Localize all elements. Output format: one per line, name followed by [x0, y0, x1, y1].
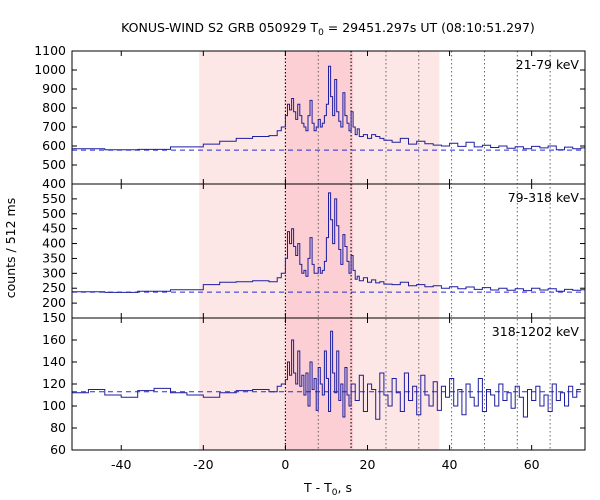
y-tick-label: 60 — [50, 442, 66, 457]
x-tick-label: 40 — [442, 457, 458, 472]
y-tick-label: 1000 — [34, 62, 66, 77]
y-tick-label: 400 — [42, 236, 66, 251]
y-tick-label: 400 — [42, 176, 66, 191]
y-tick-label: 80 — [50, 420, 66, 435]
energy-band-label: 21-79 keV — [516, 57, 580, 72]
series-line — [72, 65, 585, 151]
y-tick-label: 800 — [42, 100, 66, 115]
y-tick-label: 500 — [42, 157, 66, 172]
x-axis-label-suffix: , s — [338, 480, 352, 495]
chart-title-suffix: = 29451.297s UT (08:10:51.297) — [324, 20, 535, 35]
y-tick-label: 150 — [42, 310, 66, 325]
x-tick-label: 20 — [360, 457, 376, 472]
y-axis-label: counts / 512 ms — [3, 198, 18, 298]
y-tick-label: 600 — [42, 138, 66, 153]
y-tick-label: 1100 — [34, 43, 66, 58]
x-tick-label: -20 — [193, 457, 213, 472]
energy-band-label: 318-1202 keV — [492, 324, 580, 339]
x-axis-label: T - T0, s — [303, 480, 352, 498]
chart-title-prefix: KONUS-WIND S2 GRB 050929 T — [121, 20, 318, 35]
chart-title-subscript: 0 — [318, 28, 324, 38]
y-tick-label: 700 — [42, 119, 66, 134]
x-tick-label: -40 — [111, 457, 131, 472]
y-tick-label: 120 — [42, 376, 66, 391]
x-tick-label: 0 — [281, 457, 289, 472]
y-tick-label: 500 — [42, 206, 66, 221]
y-tick-label: 550 — [42, 191, 66, 206]
chart-title: KONUS-WIND S2 GRB 050929 T0 = 29451.297s… — [121, 20, 535, 38]
y-tick-label: 450 — [42, 221, 66, 236]
x-axis-label-prefix: T - T — [303, 480, 332, 495]
series-line — [72, 192, 585, 293]
y-tick-label: 160 — [42, 332, 66, 347]
y-tick-label: 350 — [42, 250, 66, 265]
energy-band-label: 79-318 keV — [508, 190, 580, 205]
x-axis-label-subscript: 0 — [332, 488, 338, 498]
y-tick-label: 140 — [42, 354, 66, 369]
series-line — [72, 330, 581, 420]
y-tick-label: 300 — [42, 265, 66, 280]
x-tick-label: 60 — [524, 457, 540, 472]
y-tick-label: 200 — [42, 295, 66, 310]
y-tick-label: 100 — [42, 398, 66, 413]
panel-2: 60 80 100 120 140 160 318-1202 keV — [42, 317, 586, 457]
y-tick-label: 900 — [42, 81, 66, 96]
y-tick-label: 250 — [42, 280, 66, 295]
